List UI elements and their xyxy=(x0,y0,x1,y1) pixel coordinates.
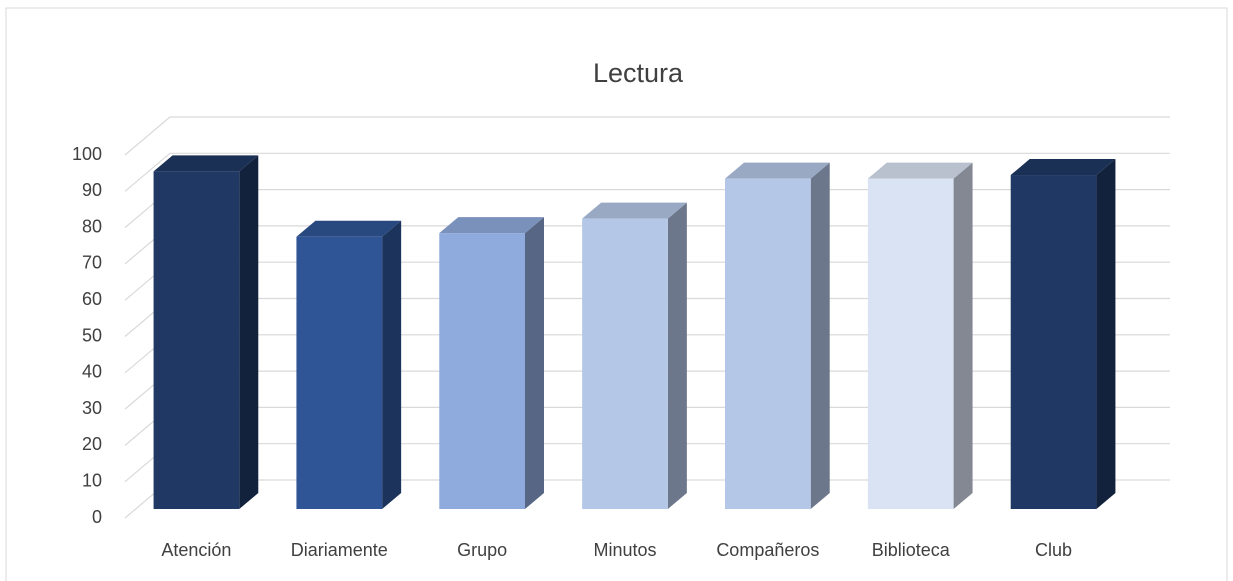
bar-side xyxy=(239,155,259,509)
x-tick-label: Atención xyxy=(161,540,231,560)
y-tick-label: 100 xyxy=(72,144,102,164)
bar-side xyxy=(810,162,830,510)
bar-top xyxy=(439,217,544,234)
y-tick-label: 60 xyxy=(82,289,102,309)
x-tick-label: Club xyxy=(1035,540,1072,560)
bar xyxy=(725,178,811,510)
y-tick-label: 40 xyxy=(82,362,102,382)
x-tick-label: Minutos xyxy=(593,540,656,560)
bar-top xyxy=(725,162,830,179)
bar xyxy=(439,233,525,509)
y-tick-label: 20 xyxy=(82,434,102,454)
bar-top xyxy=(1010,159,1116,176)
bar-side xyxy=(525,217,544,509)
y-tick-label: 10 xyxy=(82,470,102,490)
y-tick-label: 80 xyxy=(82,216,102,236)
bar xyxy=(153,171,240,509)
bar-top xyxy=(867,162,973,179)
y-tick-label: 0 xyxy=(92,507,102,527)
bar-side xyxy=(667,202,687,509)
bar xyxy=(296,236,383,509)
chart-title: Lectura xyxy=(593,58,684,88)
x-tick-label: Biblioteca xyxy=(872,540,951,560)
bar-side xyxy=(953,162,973,510)
y-tick-label: 50 xyxy=(82,325,102,345)
x-tick-label: Grupo xyxy=(457,540,507,560)
grid-line xyxy=(124,116,1170,156)
y-tick-label: 30 xyxy=(82,398,102,418)
bar xyxy=(582,218,668,509)
x-tick-label: Compañeros xyxy=(716,540,819,560)
bar xyxy=(867,178,954,510)
grid-line xyxy=(124,152,1170,192)
x-tick-label: Diariamente xyxy=(291,540,388,560)
bar-top xyxy=(153,155,259,172)
bar-side xyxy=(382,220,402,509)
bar xyxy=(1010,175,1097,510)
bar-top xyxy=(296,220,402,237)
y-tick-label: 70 xyxy=(82,253,102,273)
y-tick-label: 90 xyxy=(82,180,102,200)
bar-top xyxy=(582,202,687,219)
bar-side xyxy=(1096,159,1116,510)
